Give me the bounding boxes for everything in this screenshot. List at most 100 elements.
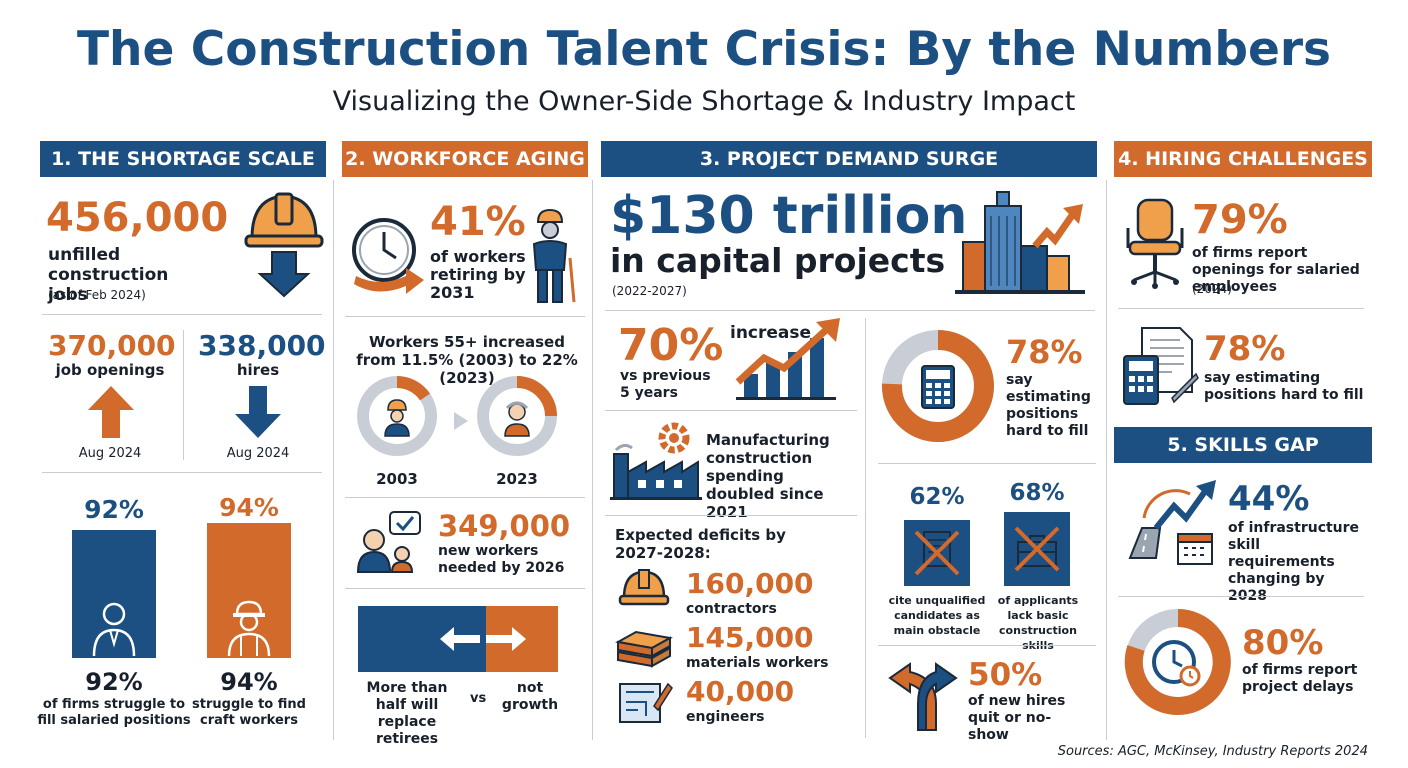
deficit-engineers-value: 40,000: [686, 675, 795, 708]
businessman-icon: [92, 602, 136, 657]
increase-value: 70%: [618, 320, 724, 371]
hard-hat-icon: [244, 192, 324, 298]
divider: [605, 410, 857, 411]
bar-craft: [207, 523, 291, 658]
estimating-value-s3: 78%: [1006, 333, 1083, 371]
section-header-shortage: 1. THE SHORTAGE SCALE: [40, 141, 326, 177]
divider: [605, 515, 857, 516]
blueprint-icon: [619, 682, 673, 723]
shortage-main-label: unfilled construction jobs: [48, 245, 169, 305]
divider: [345, 497, 585, 498]
divider: [42, 314, 322, 315]
road-growth-icon: [1128, 480, 1216, 565]
increase-label: vs previous 5 years: [620, 368, 711, 401]
people-chat-icon: [356, 511, 421, 573]
year-2003: 2003: [376, 470, 418, 488]
shortage-main-value: 456,000: [46, 195, 229, 241]
section-header-skills: 5. SKILLS GAP: [1114, 427, 1372, 463]
estimating-label-s4: say estimating positions hard to fill: [1204, 370, 1364, 403]
sources-note: Sources: AGC, McKinsey, Industry Reports…: [1057, 744, 1368, 759]
divider: [1118, 596, 1364, 597]
increase-word: increase: [730, 323, 812, 343]
replace-label: More than half will replace retirees: [366, 680, 448, 747]
divider: [333, 180, 334, 740]
retire-value: 41%: [430, 199, 526, 245]
delay-donut: [1124, 609, 1231, 715]
capital-label: in capital projects: [610, 241, 946, 280]
infra-value: 44%: [1228, 479, 1310, 519]
estimating-label-s3: say estimating positions hard to fill: [1006, 372, 1091, 439]
capital-note: (2022-2027): [612, 284, 687, 298]
double-arrow-icon: [440, 627, 526, 651]
new-workers-value: 349,000: [438, 509, 571, 543]
bar2-value: 94%: [220, 668, 278, 696]
office-chair-icon: [1126, 198, 1184, 289]
bar1-label: of firms struggle to fill salaried posit…: [37, 697, 191, 728]
hard-hat-icon: [618, 569, 670, 606]
infra-label: of infrastructure skill requirements cha…: [1228, 520, 1360, 604]
divider: [345, 316, 585, 317]
divider: [592, 180, 593, 740]
section-header-demand: 3. PROJECT DEMAND SURGE: [601, 141, 1097, 177]
shortage-main-note: (as of Feb 2024): [48, 288, 146, 302]
factory-gear-icon: [610, 422, 702, 500]
skills-label: of applicants lack basic construction sk…: [997, 594, 1079, 652]
estimating-donut: [881, 330, 994, 442]
donut-2023: [477, 376, 557, 456]
bar2-label: struggle to find craft workers: [192, 697, 306, 728]
deficit-contractors-value: 160,000: [686, 567, 814, 600]
skills-value: 68%: [1009, 480, 1065, 506]
openings-label: job openings: [55, 361, 165, 379]
divider: [878, 463, 1096, 464]
page-title: The Construction Talent Crisis: By the N…: [76, 22, 1332, 77]
deficit-contractors-label: contractors: [686, 601, 777, 617]
openings-value: 370,000: [48, 329, 176, 362]
hires-value: 338,000: [198, 329, 326, 362]
divider: [605, 310, 1095, 311]
divider: [865, 318, 866, 738]
bar1-value: 92%: [85, 668, 143, 696]
unqualified-label: cite unqualified candidates as main obst…: [888, 594, 986, 637]
quit-label: of new hires quit or no-show: [968, 693, 1066, 743]
donut-2003: [357, 376, 437, 456]
aging-text: Workers 55+ increased from 11.5% (2003) …: [356, 333, 578, 387]
year-2023: 2023: [496, 470, 538, 488]
deficit-materials-value: 145,000: [686, 621, 814, 654]
skyscraper-growth-icon: [955, 191, 1085, 294]
page-subtitle: Visualizing the Owner-Side Shortage & In…: [332, 86, 1076, 117]
salaried-value: 79%: [1192, 197, 1288, 243]
bar-growth-icon: [735, 318, 840, 400]
delay-label: of firms report project delays: [1242, 662, 1358, 695]
bar1-top-value: 92%: [84, 495, 144, 524]
divider: [878, 645, 1096, 646]
clock-icon: [352, 218, 424, 294]
divider: [1106, 180, 1107, 740]
new-workers-label: new workers needed by 2026: [438, 543, 565, 576]
delay-value: 80%: [1242, 623, 1324, 663]
up-arrow-icon: [88, 386, 134, 438]
section-header-aging: 2. WORKFORCE AGING: [342, 141, 588, 177]
elderly-worker-icon: [532, 208, 576, 303]
divider: [42, 472, 322, 473]
divider: [183, 330, 184, 460]
arrow-right-icon: [454, 412, 468, 430]
lumber-icon: [615, 630, 673, 668]
divider: [1118, 308, 1364, 309]
manufacturing-label: Manufacturing construction spending doub…: [706, 431, 830, 521]
openings-date: Aug 2024: [78, 446, 142, 461]
bar2-top-value: 94%: [219, 493, 279, 522]
resume-crossed-icon: [914, 530, 960, 576]
toolbox-crossed-icon: [1014, 526, 1060, 572]
salaried-label: of firms report openings for salaried em…: [1192, 245, 1360, 295]
divider: [345, 588, 585, 589]
unqualified-value: 62%: [909, 484, 965, 510]
split-arrow-icon: [888, 662, 958, 731]
worker-icon: [227, 600, 271, 657]
calculator-document-icon: [1123, 327, 1199, 405]
hires-date: Aug 2024: [226, 446, 290, 461]
estimating-value-s4: 78%: [1204, 329, 1286, 369]
retire-label: of workers retiring by 2031: [430, 247, 526, 302]
deficit-engineers-label: engineers: [686, 709, 765, 725]
salaried-note: (2024): [1192, 282, 1232, 296]
growth-label: not growth: [501, 680, 559, 713]
